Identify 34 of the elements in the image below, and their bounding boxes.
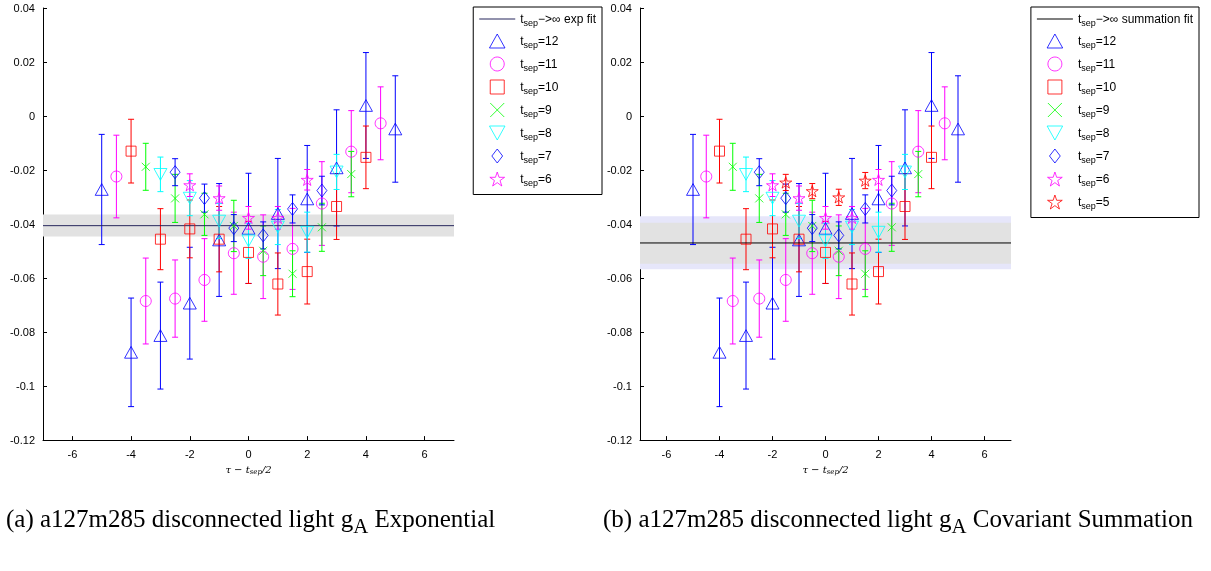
text: (b) a127m285 disconnected light g$_{A}$ Covariant Summation	[603, 504, 1194, 540]
y-tick-label: 0	[625, 110, 632, 123]
x-tick-label: 0	[822, 447, 829, 460]
y-tick-label: -0.12	[606, 434, 632, 447]
y-tick-label: -0.1	[613, 380, 632, 393]
x-tick-label: 4	[928, 447, 935, 460]
y-tick-label: -0.08	[606, 326, 632, 339]
y-tick-label: -0.02	[606, 164, 632, 177]
x-tick-label: 6	[421, 447, 428, 460]
x-tick-label: 0	[245, 447, 252, 460]
text: (a) a127m285 disconnected light g$_{A}$ Exponential	[6, 504, 497, 540]
x-tick-label: 6	[981, 447, 988, 460]
x-tick-label: -6	[67, 447, 78, 460]
x-tick-label: -2	[767, 447, 778, 460]
y-tick-label: -0.02	[9, 164, 35, 177]
x-tick-label: -4	[714, 447, 725, 460]
x-tick-label: -2	[184, 447, 195, 460]
y-tick-label: -0.04	[9, 218, 35, 231]
y-tick-label: 0	[28, 110, 35, 123]
x-tick-label: 2	[875, 447, 882, 460]
y-tick-label: -0.08	[9, 326, 35, 339]
x-tick-label: 4	[362, 447, 369, 460]
y-tick-label: 0.04	[13, 2, 35, 14]
x-tick-label: 2	[304, 447, 311, 460]
y-tick-label: -0.06	[9, 272, 35, 285]
y-tick-label: -0.12	[9, 434, 35, 447]
x-tick-label: -4	[126, 447, 136, 460]
y-tick-label: 0.04	[610, 2, 632, 14]
y-tick-label: -0.04	[606, 218, 632, 231]
y-tick-label: 0.02	[610, 56, 632, 69]
y-tick-label: -0.1	[16, 380, 35, 393]
x-tick-label: -6	[661, 447, 672, 460]
y-tick-label: -0.06	[606, 272, 632, 285]
y-tick-label: 0.02	[13, 56, 35, 69]
